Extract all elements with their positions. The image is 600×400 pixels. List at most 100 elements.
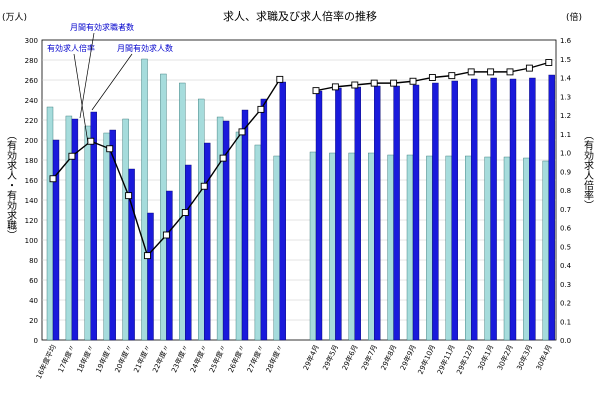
monthly-category-label: 29年8月 <box>379 343 399 372</box>
annual-category-label: 24年度〃 <box>188 343 209 374</box>
annual-category-label: 21年度〃 <box>132 343 153 374</box>
right-tick-label: 0.2 <box>560 300 571 308</box>
ratio-marker <box>312 87 320 95</box>
right-axis-ticks: 0.0 0.1 0.2 0.3 0.4 0.5 0.6 0.7 0.8 0.9 1.0 1.1 1.2 1… <box>560 37 572 345</box>
left-tick-label: 80 <box>29 257 38 265</box>
right-tick-label: 1.5 <box>560 56 571 64</box>
monthly-category-label: 29年4月 <box>301 343 321 372</box>
ratio-marker <box>219 154 227 162</box>
openings-bar <box>166 190 173 341</box>
left-axis-unit: (万人) <box>2 12 27 23</box>
seekers-bar <box>84 125 92 341</box>
legend-seekers: 月間有効求職者数 <box>70 22 134 32</box>
monthly-category-label: 30年3月 <box>514 343 534 372</box>
openings-bar <box>260 98 268 341</box>
openings-bar <box>548 74 555 341</box>
ratio-marker <box>428 74 436 81</box>
openings-bar <box>393 85 400 341</box>
openings-bar <box>147 212 154 341</box>
bars <box>46 58 555 341</box>
annual-category-label: 26年度〃 <box>226 343 247 374</box>
x-axis-labels: 16年度平均 17年度〃 18年度〃 19年度〃 20年度〃 21年度〃 22年度〃 23年度… <box>34 343 554 380</box>
right-tick-label: 0.8 <box>560 187 571 195</box>
openings-bar <box>185 164 192 341</box>
right-tick-label: 0.1 <box>560 318 571 326</box>
right-tick-label: 0.7 <box>560 206 571 214</box>
left-tick-label: 280 <box>25 57 38 65</box>
right-tick-label: 0.6 <box>560 225 572 233</box>
ratio-marker <box>545 59 553 66</box>
ratio-marker <box>506 68 514 76</box>
ratio-marker <box>106 145 114 153</box>
plot-area <box>41 39 557 341</box>
seekers-bar <box>542 160 549 341</box>
annual-category-label: 22年度〃 <box>150 343 171 374</box>
openings-bar <box>315 90 323 341</box>
left-axis-label: （有効求人・有効求職） <box>5 130 17 240</box>
right-axis-unit: (倍) <box>566 11 582 23</box>
ratio-marker <box>409 77 417 85</box>
monthly-category-label: 29年10月 <box>416 343 438 376</box>
annual-category-label: 19年度〃 <box>94 343 115 374</box>
seekers-bar <box>406 154 414 341</box>
seekers-bar <box>65 115 73 341</box>
right-tick-label: 1.3 <box>560 93 571 101</box>
openings-bar <box>90 111 98 341</box>
left-tick-label: 100 <box>25 237 38 245</box>
annual-category-label: 23年度〃 <box>169 343 190 374</box>
legend-openings: 月間有効求人数 <box>117 43 173 53</box>
seekers-bar <box>254 144 262 341</box>
ratio-marker <box>68 152 76 160</box>
monthly-category-label: 29年12月 <box>454 343 476 376</box>
seekers-bar <box>309 151 317 341</box>
left-tick-label: 220 <box>25 117 38 125</box>
ratio-marker <box>276 75 284 83</box>
ratio-marker <box>467 68 475 76</box>
seekers-bar <box>46 106 54 341</box>
right-tick-label: 1.4 <box>560 75 572 83</box>
seekers-bar <box>160 73 167 341</box>
monthly-category-label: 29年7月 <box>359 343 379 372</box>
openings-bar <box>451 80 458 341</box>
legend-ratio-leader <box>73 53 89 144</box>
left-tick-label: 260 <box>25 77 38 85</box>
right-tick-label: 0.0 <box>560 337 571 345</box>
legend-ratio: 有効求人倍率 <box>47 43 95 53</box>
plot-frame <box>41 39 557 341</box>
seekers-bar <box>216 116 224 341</box>
annual-category-label: 20年度〃 <box>113 343 134 374</box>
seekers-bar <box>197 98 205 341</box>
left-tick-label: 240 <box>25 97 38 105</box>
ratio-marker <box>370 79 378 87</box>
monthly-category-label: 29年5月 <box>320 343 340 372</box>
seekers-bar <box>273 155 280 341</box>
right-tick-label: 1.6 <box>560 37 572 45</box>
annual-category-label: 28年度〃 <box>264 343 285 374</box>
annual-category-label: 27年度〃 <box>245 343 266 374</box>
ratio-marker <box>525 64 533 72</box>
left-axis-ticks: 0 20 40 60 80 100 120 140 160 180 200 220 240 260 280 3… <box>25 37 38 345</box>
monthly-category-label: 30年2月 <box>495 343 515 372</box>
openings-bar <box>279 81 286 341</box>
left-tick-label: 40 <box>29 297 38 305</box>
ratio-marker <box>351 81 359 89</box>
right-axis-label: （有効求人倍率） <box>582 130 594 210</box>
seekers-bar <box>235 131 243 341</box>
left-tick-label: 60 <box>29 277 38 285</box>
left-tick-label: 300 <box>25 37 38 45</box>
left-tick-label: 140 <box>25 197 38 205</box>
openings-bar <box>241 109 249 341</box>
seekers-bar <box>368 152 375 341</box>
ratio-marker <box>87 137 95 145</box>
annual-category-label: 16年度平均 <box>34 343 58 380</box>
ratio-marker <box>125 192 133 200</box>
legend-openings-leader <box>91 53 133 111</box>
openings-bar <box>222 120 230 341</box>
legend: 有効求人倍率 月間有効求職者数 月間有効求人数 <box>47 22 173 144</box>
openings-bar <box>432 82 439 341</box>
ratio-marker <box>144 252 151 260</box>
annual-category-label: 25年度〃 <box>207 343 228 374</box>
ratio-marker <box>257 105 265 113</box>
openings-bar <box>471 78 478 341</box>
